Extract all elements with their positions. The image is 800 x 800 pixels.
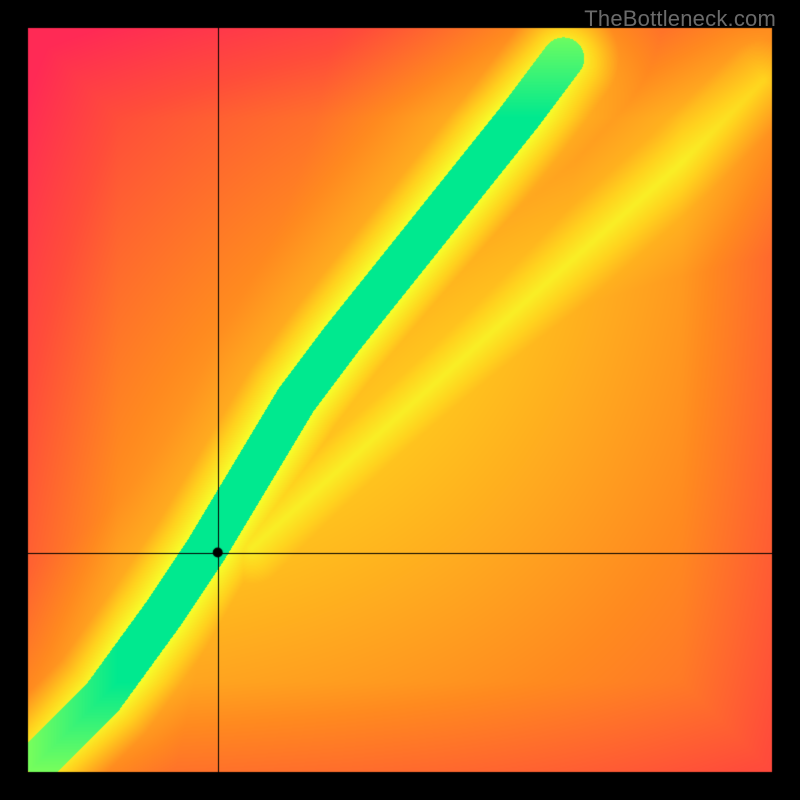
watermark-label: TheBottleneck.com: [584, 6, 776, 32]
chart-stage: TheBottleneck.com: [0, 0, 800, 800]
bottleneck-heatmap-canvas: [0, 0, 800, 800]
